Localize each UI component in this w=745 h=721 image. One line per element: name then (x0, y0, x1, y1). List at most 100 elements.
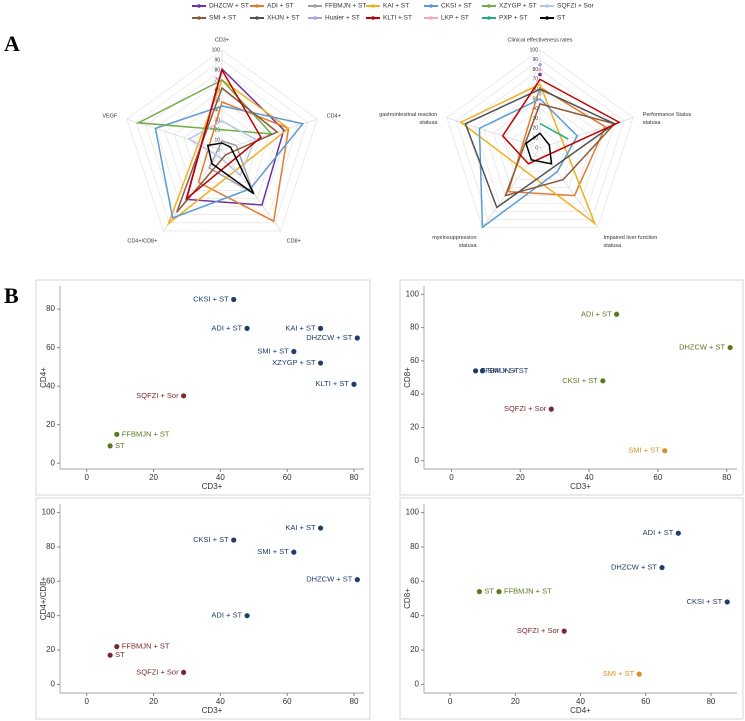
x-tick-label: 0 (448, 697, 453, 706)
axis-label: CD4+/CD8+ (127, 238, 157, 244)
legend-dot (487, 16, 491, 20)
r-tick-label: 40 (214, 107, 220, 113)
point-label: SQFZI + Sor (517, 626, 560, 635)
point (724, 599, 730, 605)
panel-frame (35, 497, 371, 720)
point (244, 325, 250, 331)
legend-label: DHZCW + ST (209, 3, 249, 10)
r-tick-label: 80 (532, 67, 538, 73)
radar-point (538, 72, 542, 77)
legend-label: PXP + ST (499, 15, 528, 22)
x-axis-label: CD3+ (570, 482, 591, 491)
point (317, 360, 324, 366)
point (291, 348, 297, 355)
x-tick-label: 60 (641, 697, 650, 706)
point (659, 564, 665, 571)
x-tick-label: 40 (576, 697, 585, 706)
axis-label: gastrointestinal reaction (379, 112, 437, 118)
point-label: KAI + ST (285, 323, 316, 332)
axis-label: Impaired liver function (603, 235, 657, 241)
point (496, 589, 502, 595)
x-tick-label: 80 (350, 697, 359, 706)
radar-line (197, 100, 290, 223)
point (114, 431, 120, 437)
legend-label: KAI + ST (383, 3, 409, 10)
r-tick-label: 30 (532, 116, 538, 122)
axis-label: myelosuppression (432, 235, 476, 241)
point (561, 628, 567, 634)
axis-label: Performance Status (643, 112, 692, 118)
point (354, 335, 360, 341)
radar-axis (221, 118, 318, 151)
r-tick-label: 10 (214, 137, 220, 143)
grid-ring (193, 119, 251, 175)
axis-label: VEGF (102, 113, 118, 119)
point-label: DHZCW + ST (611, 563, 657, 572)
x-tick-label: 40 (216, 697, 225, 706)
point (675, 530, 681, 536)
point-label: SMI + ST (257, 346, 289, 355)
legend-dot (313, 4, 317, 8)
radar-line (478, 98, 579, 229)
point-label: KAI + ST (285, 523, 316, 532)
radar-line (507, 86, 607, 197)
x-tick-label: 40 (585, 473, 594, 482)
r-tick-label: 0 (217, 147, 220, 153)
legend-label: Hualer + ST (325, 15, 360, 22)
y-axis-label: CD8+ (403, 367, 412, 388)
r-tick-label: 80 (214, 67, 220, 73)
point (181, 669, 187, 675)
grid-ring (455, 59, 625, 220)
legend-dot (429, 16, 433, 20)
r-tick-label: 70 (214, 77, 220, 83)
grid-ring (493, 98, 587, 188)
legend-dot (429, 4, 433, 8)
point (231, 296, 237, 303)
y-tick-label: 20 (46, 645, 55, 654)
y-tick-label: 80 (46, 304, 55, 313)
point-label: ADI + ST (211, 323, 242, 332)
x-tick-label: 20 (516, 473, 525, 482)
panel-frame (35, 279, 371, 496)
r-tick-label: 50 (532, 96, 538, 102)
point (636, 671, 642, 677)
point (317, 525, 324, 531)
point-label: DHZCW + ST (306, 333, 352, 342)
legend-dot (255, 4, 259, 8)
point-label: SQFZI + Sor (136, 391, 179, 400)
point-label: DHZCW + ST (306, 575, 352, 584)
radar-line (206, 142, 255, 195)
point (479, 368, 486, 374)
axis-label: statusa (459, 243, 478, 249)
radar-line (504, 103, 616, 197)
y-tick-label: 80 (46, 542, 55, 551)
radar-line (501, 78, 621, 165)
radar-line (187, 120, 257, 177)
x-tick-label: 60 (283, 473, 292, 482)
legend-label: ST (557, 15, 565, 22)
x-tick-label: 20 (149, 473, 158, 482)
panel-label: B (4, 283, 19, 308)
point (472, 368, 479, 374)
axis-label: CD8+ (287, 238, 301, 244)
radar-point (538, 67, 542, 72)
grid-ring (502, 108, 578, 181)
r-tick-label: 90 (532, 57, 538, 63)
y-tick-label: 40 (410, 611, 419, 620)
x-tick-label: 80 (350, 473, 359, 482)
x-axis-label: CD3+ (202, 706, 223, 715)
y-tick-label: 100 (406, 289, 420, 298)
grid-ring (164, 89, 280, 199)
panel-frame (399, 497, 744, 720)
point-label: KLTI + ST (316, 379, 350, 388)
y-tick-label: 100 (406, 508, 420, 517)
x-tick-label: 80 (706, 697, 715, 706)
y-tick-label: 80 (410, 323, 419, 332)
r-tick-label: 90 (214, 57, 220, 63)
point-label: SMI + ST (487, 366, 519, 375)
axis-label: statusa (643, 120, 662, 126)
point (600, 378, 606, 384)
point-label: SMI + ST (628, 446, 660, 455)
x-axis-label: CD4+ (570, 706, 591, 715)
